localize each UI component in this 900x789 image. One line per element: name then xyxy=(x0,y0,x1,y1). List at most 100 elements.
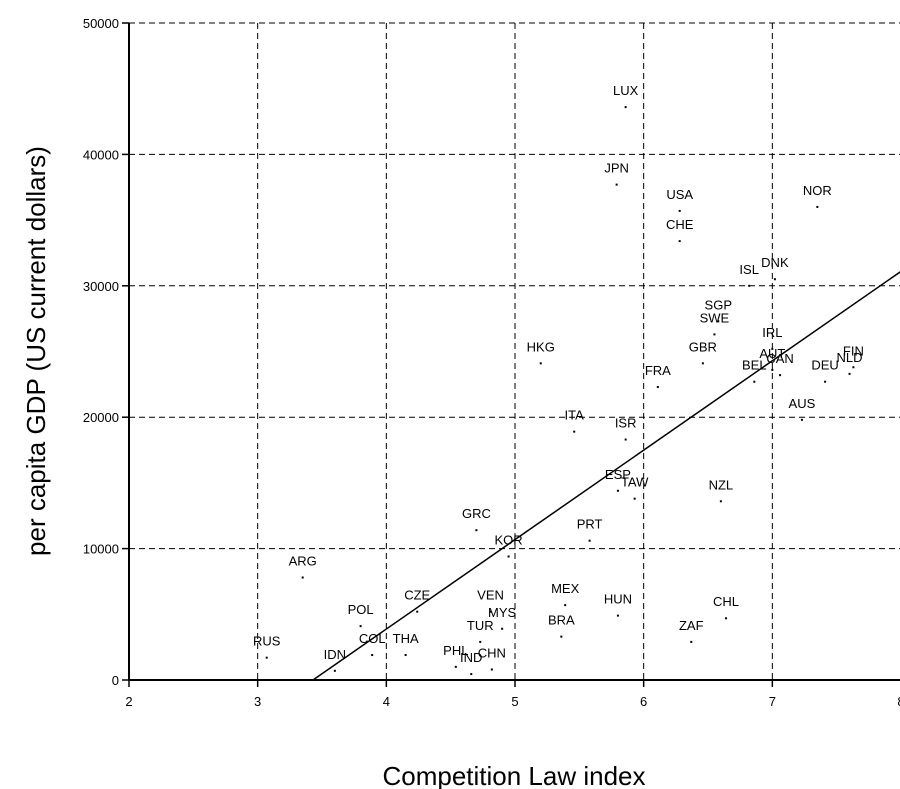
y-tick-label: 10000 xyxy=(83,542,119,557)
data-point xyxy=(771,368,774,371)
point-label: ISL xyxy=(739,262,759,277)
point-label: VEN xyxy=(477,588,504,603)
data-point xyxy=(678,209,681,212)
point-label: ITA xyxy=(565,408,585,423)
x-tick-label: 6 xyxy=(640,694,647,709)
data-point xyxy=(701,362,704,365)
data-point xyxy=(588,539,591,542)
x-tick-label: 3 xyxy=(254,694,261,709)
data-point xyxy=(371,654,374,657)
point-label: FRA xyxy=(645,363,671,378)
y-tick-label: 50000 xyxy=(83,16,119,31)
data-point xyxy=(333,669,336,672)
data-point xyxy=(800,418,803,421)
data-point xyxy=(753,380,756,383)
point-label: THA xyxy=(393,631,419,646)
data-point xyxy=(479,640,482,643)
y-tick-label: 40000 xyxy=(83,147,119,162)
tick-labels: 2 3 4 5 6 7 8 0 10000 20000 30000 40000 50000 xyxy=(83,16,900,709)
data-point xyxy=(848,372,851,375)
point-label: IRL xyxy=(762,325,782,340)
data-point xyxy=(470,673,473,676)
point-label: BEL xyxy=(742,358,767,373)
point-label: AUT xyxy=(759,346,785,361)
data-point xyxy=(301,576,304,579)
data-point xyxy=(717,320,720,323)
data-point xyxy=(616,614,619,617)
data-point xyxy=(616,489,619,492)
point-label: GRC xyxy=(462,506,491,521)
data-point xyxy=(624,438,627,441)
axes xyxy=(122,22,900,687)
trendline xyxy=(312,271,900,681)
point-label: PHL xyxy=(443,643,468,658)
data-point xyxy=(490,668,493,671)
data-point xyxy=(779,374,782,377)
data-point xyxy=(564,604,567,607)
point-label: MEX xyxy=(551,581,580,596)
point-label: RUS xyxy=(253,634,281,649)
point-label: PRT xyxy=(577,517,603,532)
data-point xyxy=(773,278,776,281)
trendline-group xyxy=(312,271,900,681)
point-label: NZL xyxy=(709,477,734,492)
point-label: JPN xyxy=(604,161,629,176)
data-point xyxy=(404,654,407,657)
data-point xyxy=(507,555,510,558)
y-tick-label: 30000 xyxy=(83,279,119,294)
point-label: BRA xyxy=(548,613,575,628)
point-label: IND xyxy=(460,650,482,665)
point-label: KOR xyxy=(494,532,522,547)
data-point xyxy=(656,385,659,388)
point-label: CHE xyxy=(666,217,694,232)
data-point xyxy=(816,205,819,208)
point-label: GBR xyxy=(689,339,717,354)
data-point xyxy=(824,380,827,383)
data-point xyxy=(501,627,504,630)
point-label: CAN xyxy=(766,351,793,366)
data-point xyxy=(719,500,722,503)
point-label: SWE xyxy=(700,310,730,325)
point-label: TAW xyxy=(621,475,649,490)
x-axis-title: Competition Law index xyxy=(382,761,645,789)
data-point xyxy=(690,640,693,643)
point-label: NOR xyxy=(803,183,832,198)
point-label: ISR xyxy=(615,416,637,431)
point-label: TUR xyxy=(467,618,494,633)
point-label: ZAF xyxy=(679,618,704,633)
data-point xyxy=(852,366,855,369)
data-point xyxy=(633,497,636,500)
data-point xyxy=(454,665,457,668)
point-label: ARG xyxy=(289,554,317,569)
point-label: USA xyxy=(666,187,693,202)
point-label: POL xyxy=(348,602,374,617)
data-point xyxy=(725,617,728,620)
point-label: HUN xyxy=(604,592,632,607)
point-label: CHL xyxy=(713,594,739,609)
data-point xyxy=(573,430,576,433)
y-tick-label: 20000 xyxy=(83,410,119,425)
y-tick-label: 0 xyxy=(112,673,119,688)
point-label: NLD xyxy=(837,350,863,365)
point-label: CZE xyxy=(404,588,430,603)
data-point xyxy=(678,240,681,243)
grid-lines xyxy=(129,22,900,680)
point-label: CHN xyxy=(478,645,506,660)
data-point xyxy=(748,284,751,287)
point-label: DNK xyxy=(761,255,789,270)
x-tick-label: 5 xyxy=(511,694,518,709)
data-point xyxy=(416,610,419,613)
x-tick-label: 4 xyxy=(383,694,390,709)
point-label: DEU xyxy=(811,358,838,373)
y-axis-title: per capita GDP (US current dollars) xyxy=(21,146,51,556)
data-point xyxy=(560,635,563,638)
x-tick-label: 2 xyxy=(125,694,132,709)
data-point xyxy=(475,529,478,532)
data-point xyxy=(265,656,268,659)
data-point xyxy=(713,333,716,336)
point-label: AUS xyxy=(789,396,816,411)
x-tick-label: 7 xyxy=(769,694,776,709)
point-label: IDN xyxy=(324,647,346,662)
